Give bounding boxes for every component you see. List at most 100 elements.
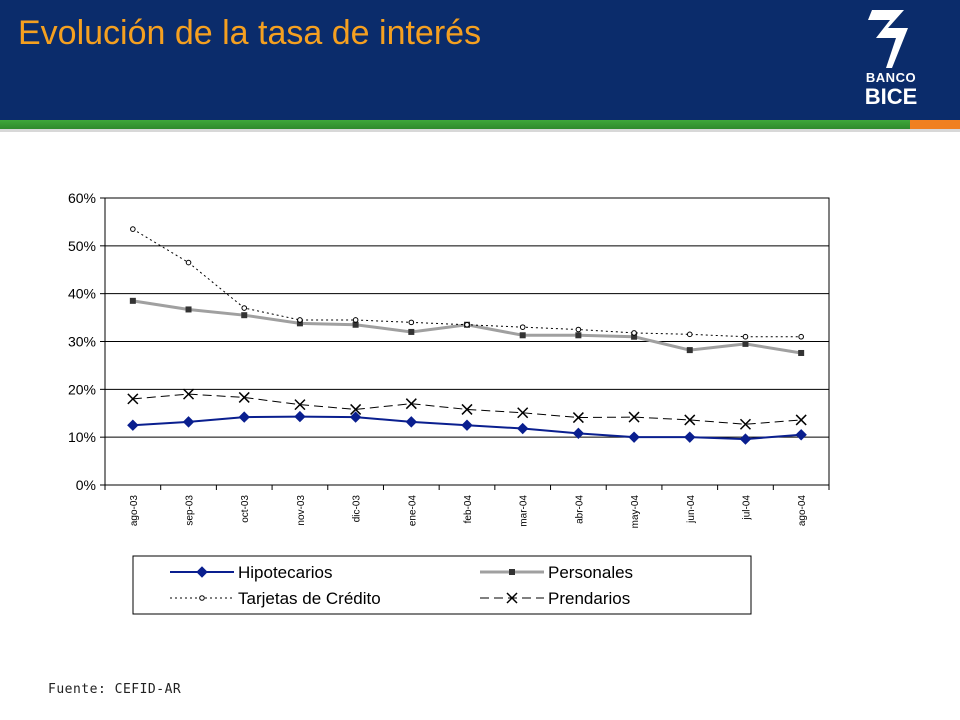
data-point-hipotecarios bbox=[795, 429, 807, 441]
legend-label-personales: Personales bbox=[548, 563, 633, 582]
data-point-personales bbox=[519, 332, 526, 339]
data-point-prendarios bbox=[684, 414, 696, 426]
x-marker-stroke bbox=[238, 391, 250, 403]
page-title: Evolución de la tasa de interés bbox=[18, 14, 482, 52]
data-point-hipotecarios bbox=[461, 419, 473, 431]
legend-box bbox=[132, 555, 752, 615]
data-point-hipotecarios bbox=[294, 410, 306, 423]
data-point-tarjetas-de-cr-dito bbox=[686, 331, 693, 338]
x-tick-label: feb-04 bbox=[463, 495, 474, 524]
x-marker-stroke bbox=[739, 418, 751, 430]
logo-line2: BICE bbox=[864, 84, 918, 109]
x-tick-label: ago-03 bbox=[129, 495, 140, 527]
x-marker-stroke bbox=[294, 399, 306, 411]
data-point-tarjetas-de-cr-dito bbox=[297, 317, 303, 323]
data-point-prendarios bbox=[405, 398, 417, 410]
legend-marker-prendarios bbox=[506, 592, 518, 604]
data-point-tarjetas-de-cr-dito bbox=[798, 333, 804, 340]
data-point-prendarios bbox=[350, 403, 362, 415]
x-marker-stroke bbox=[628, 411, 640, 423]
data-point-prendarios bbox=[517, 407, 529, 419]
data-point-hipotecarios bbox=[127, 419, 139, 431]
x-tick-label: jul-04 bbox=[741, 495, 752, 521]
data-point-tarjetas-de-cr-dito bbox=[742, 333, 749, 340]
data-point-hipotecarios bbox=[628, 431, 640, 443]
logo-line1: BANCO bbox=[865, 70, 917, 85]
data-point-personales bbox=[352, 321, 359, 328]
data-point-personales bbox=[575, 332, 582, 339]
banco-bice-logo: BANCO BICE bbox=[858, 8, 924, 110]
x-tick-label: oct-03 bbox=[240, 495, 251, 523]
x-tick-label: nov-03 bbox=[296, 495, 307, 526]
data-point-tarjetas-de-cr-dito bbox=[130, 226, 136, 232]
data-point-tarjetas-de-cr-dito bbox=[185, 259, 192, 266]
legend-marker-personales bbox=[509, 569, 515, 575]
data-point-prendarios bbox=[461, 403, 473, 415]
data-point-personales bbox=[742, 340, 749, 347]
x-tick-label: may-04 bbox=[630, 495, 641, 529]
data-point-personales bbox=[408, 328, 415, 335]
y-tick-label: 20% bbox=[68, 381, 96, 397]
x-axis-ticks: ago-03 sep-03 oct-03 nov-03 dic-03 ene-04 feb-… bbox=[104, 485, 830, 529]
data-point-prendarios bbox=[127, 393, 139, 405]
x-marker-stroke bbox=[350, 403, 362, 415]
header-bar bbox=[0, 0, 960, 120]
x-marker-stroke bbox=[127, 393, 139, 405]
source-note: Fuente: CEFID-AR bbox=[48, 682, 182, 697]
logo-mark-icon bbox=[868, 10, 908, 68]
legend-marker-tarjetas-de-cr-dito bbox=[199, 595, 205, 601]
x-tick-label: mar-04 bbox=[519, 495, 530, 527]
data-point-tarjetas-de-cr-dito bbox=[408, 319, 415, 326]
data-point-prendarios bbox=[238, 391, 250, 403]
data-point-prendarios bbox=[183, 388, 195, 400]
data-point-personales bbox=[798, 349, 805, 356]
data-point-hipotecarios bbox=[516, 422, 529, 435]
data-point-prendarios bbox=[572, 412, 584, 424]
legend-marker-hipotecarios bbox=[196, 566, 208, 578]
legend-label-prendarios: Prendarios bbox=[548, 589, 630, 608]
data-point-tarjetas-de-cr-dito bbox=[519, 324, 526, 330]
data-point-hipotecarios bbox=[349, 411, 362, 423]
legend-label-hipotecarios: Hipotecarios bbox=[238, 563, 333, 582]
data-point-personales bbox=[185, 306, 192, 313]
data-point-personales bbox=[631, 333, 638, 340]
data-point-hipotecarios bbox=[684, 431, 696, 443]
x-marker-stroke bbox=[461, 403, 473, 415]
x-marker-stroke bbox=[405, 398, 417, 410]
x-marker-stroke bbox=[183, 388, 195, 400]
y-tick-label: 10% bbox=[68, 429, 96, 445]
data-point-prendarios bbox=[294, 399, 306, 411]
data-point-hipotecarios bbox=[739, 433, 752, 445]
y-tick-label: 30% bbox=[68, 334, 96, 350]
x-tick-label: ago-04 bbox=[797, 495, 808, 527]
x-marker-stroke bbox=[517, 407, 529, 419]
x-tick-label: abr-04 bbox=[574, 495, 585, 524]
data-point-prendarios bbox=[795, 414, 807, 426]
x-marker-stroke bbox=[506, 592, 518, 604]
green-stripe bbox=[0, 120, 910, 129]
data-point-prendarios bbox=[739, 418, 751, 430]
data-point-tarjetas-de-cr-dito bbox=[352, 317, 359, 323]
data-point-personales bbox=[686, 347, 693, 354]
data-point-tarjetas-de-cr-dito bbox=[241, 305, 248, 311]
data-point-hipotecarios bbox=[572, 427, 585, 440]
data-point-tarjetas-de-cr-dito bbox=[575, 326, 582, 333]
y-axis-ticks: 0% 10% 20% 30% 40% 50% 60% bbox=[68, 190, 105, 493]
data-point-tarjetas-de-cr-dito bbox=[464, 321, 470, 328]
legend: Hipotecarios Personales Tarjetas de Crédit… bbox=[170, 563, 633, 608]
data-point-personales bbox=[296, 320, 303, 327]
data-point-personales bbox=[129, 297, 136, 304]
data-point-hipotecarios bbox=[238, 411, 250, 423]
x-marker-stroke bbox=[684, 414, 696, 426]
y-tick-label: 40% bbox=[68, 286, 96, 302]
y-tick-label: 60% bbox=[68, 190, 96, 206]
data-point-tarjetas-de-cr-dito bbox=[631, 330, 637, 336]
x-tick-label: dic-03 bbox=[352, 495, 363, 523]
data-point-personales bbox=[241, 312, 248, 319]
orange-stripe bbox=[910, 120, 960, 129]
y-tick-label: 0% bbox=[76, 477, 96, 493]
legend-label-tarjetas-de-cr-dito: Tarjetas de Crédito bbox=[238, 589, 381, 608]
x-marker-stroke bbox=[572, 412, 584, 424]
x-tick-label: ene-04 bbox=[407, 495, 418, 527]
